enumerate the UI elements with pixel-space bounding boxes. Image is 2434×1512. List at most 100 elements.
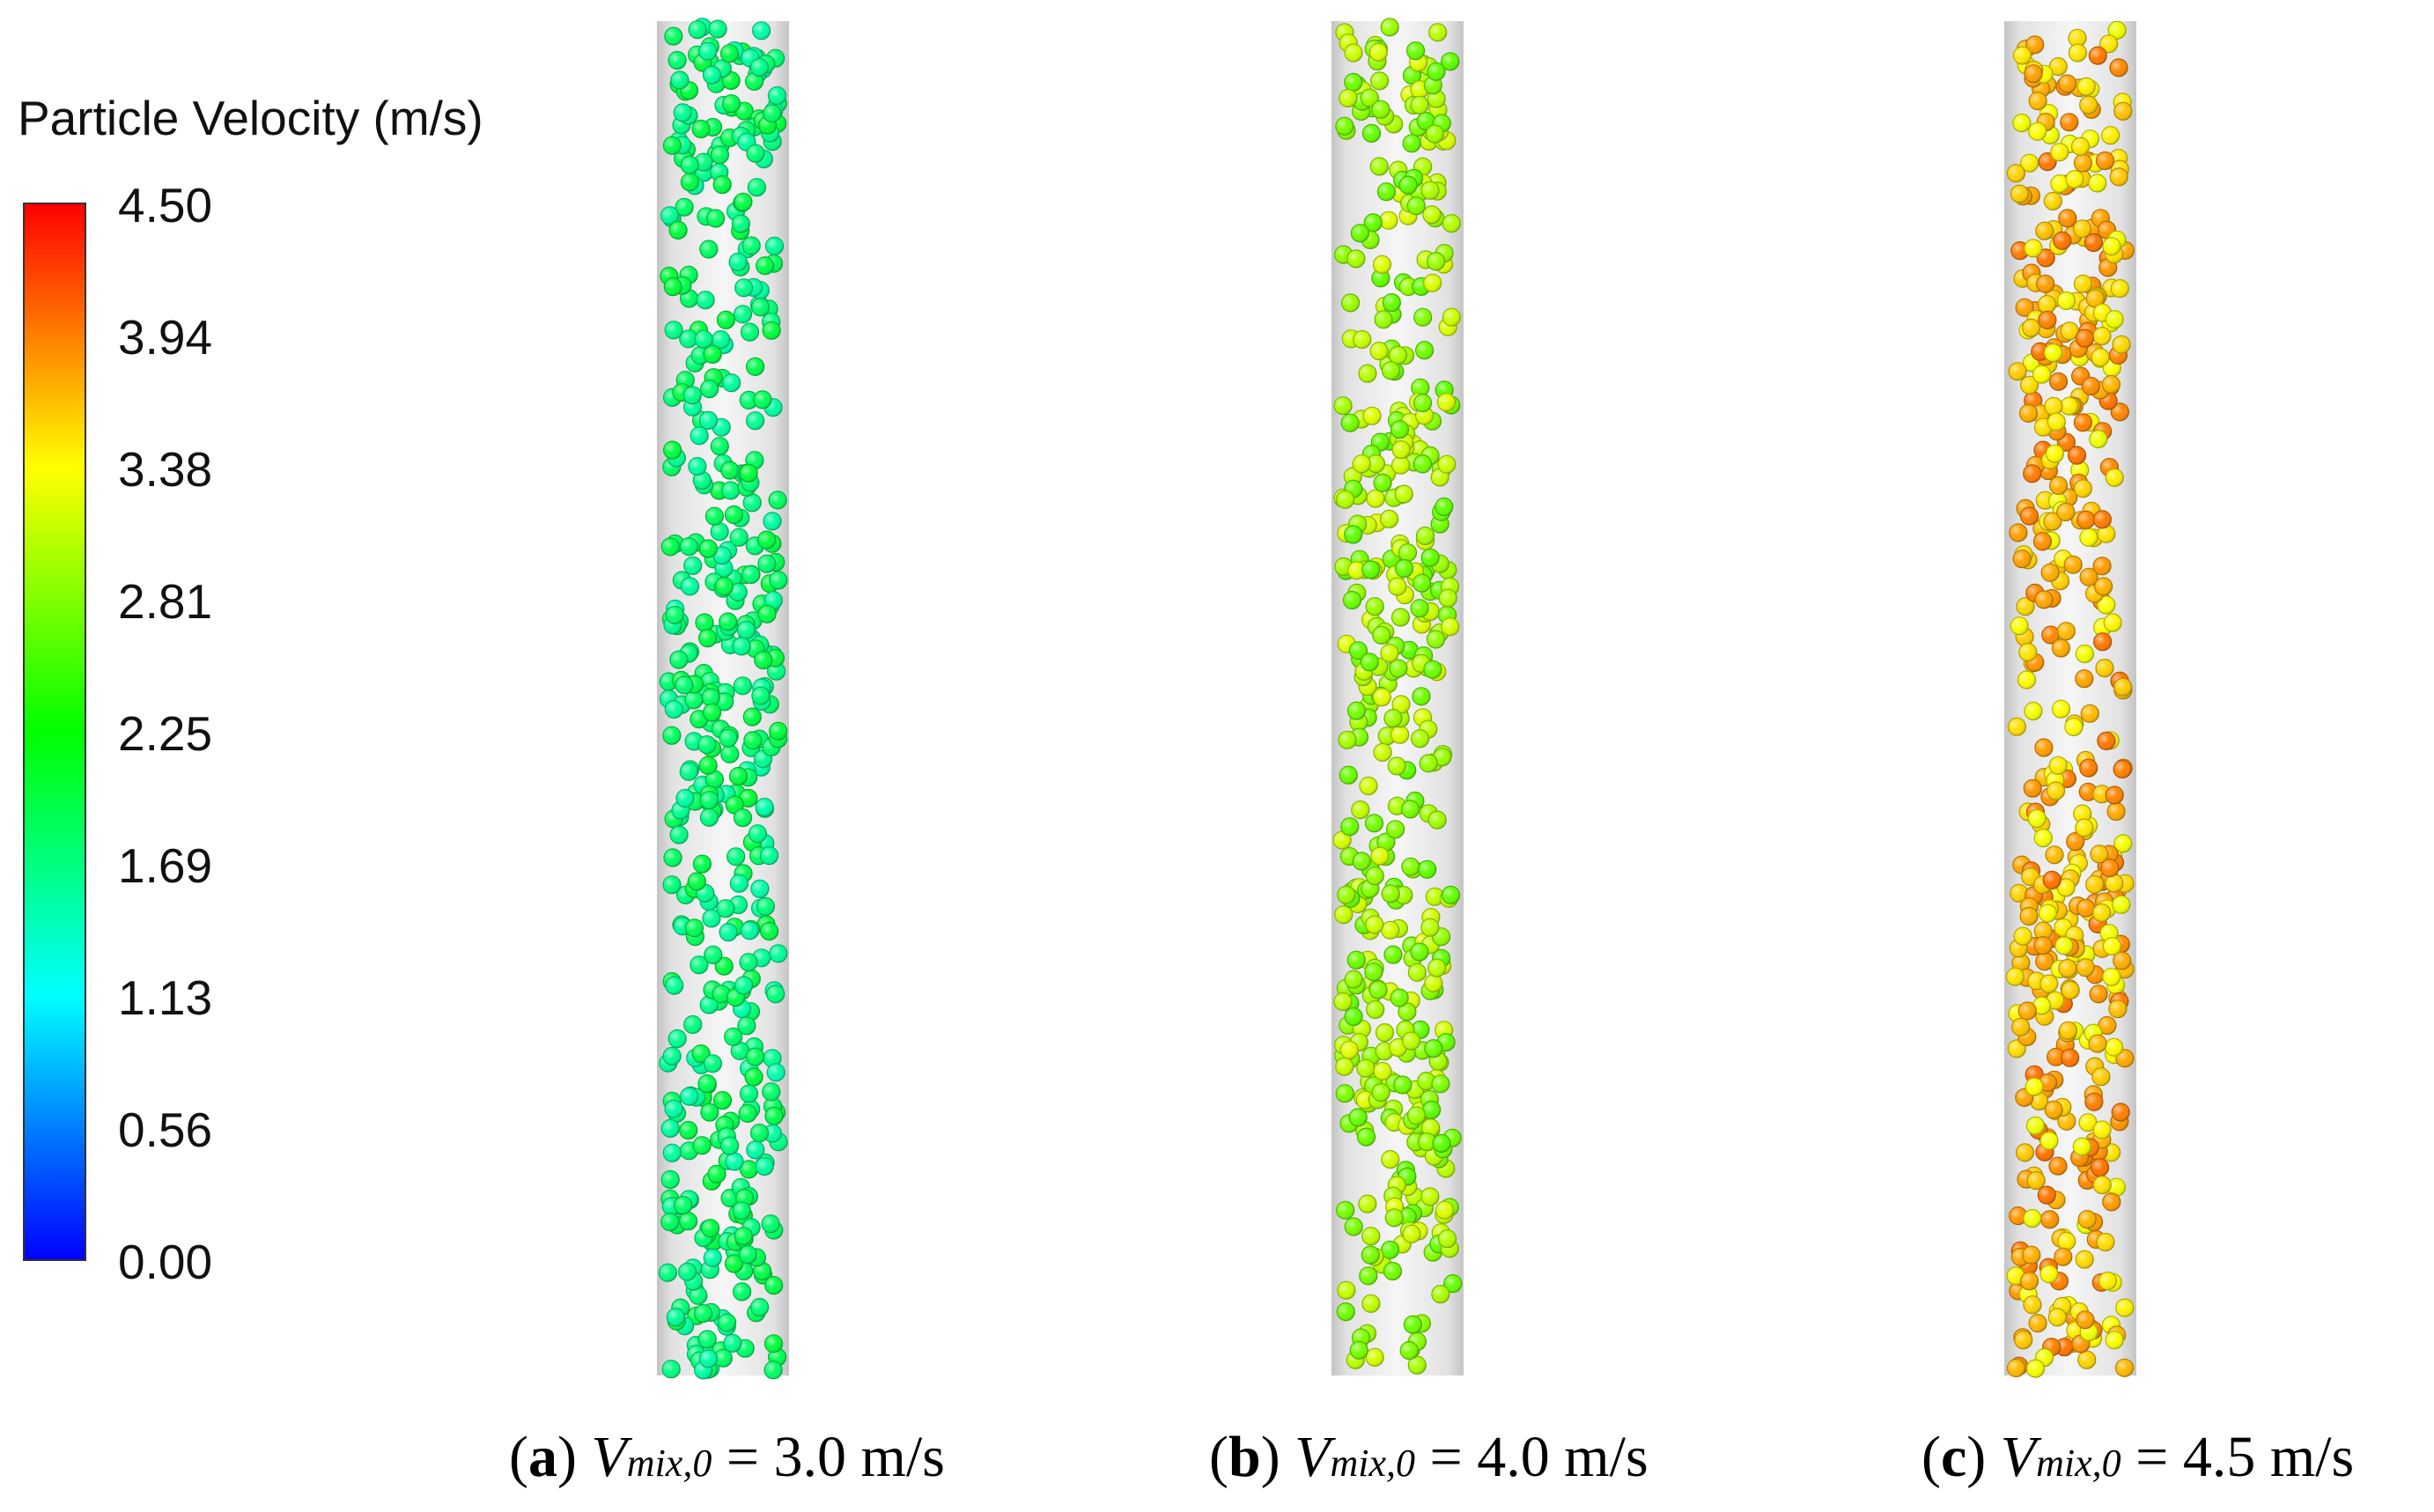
particle-highlight [2034,829,2053,847]
particle-highlight [1374,743,1392,762]
particle-highlight [720,44,739,63]
particle-highlight [698,42,717,61]
particle-highlight [1390,420,1409,439]
particle-highlight [2089,1035,2106,1053]
particle-highlight [2025,64,2043,83]
particle-highlight [2025,35,2044,54]
particle-highlight [1439,589,1457,608]
colorbar-tick-label: 0.56 [118,1103,213,1157]
particle-highlight [1412,687,1430,705]
particle-highlight [2011,1018,2030,1036]
particle-highlight [1424,1039,1442,1058]
particle-highlight [1441,52,1459,70]
particle-highlight [1423,205,1441,224]
particle-highlight [670,826,689,844]
particle-highlight [1335,1058,1353,1076]
particle-highlight [739,1245,757,1264]
velocity-colorbar [23,203,86,1261]
particle-highlight [1421,181,1440,200]
particle-highlight [2010,884,2028,903]
particle-highlight [1367,454,1385,473]
particle-highlight [2066,170,2084,188]
caption-c: (c) Vmix,0 = 4.5 m/s [1921,1425,2355,1489]
particle-highlight [734,305,752,323]
particle-highlight [1442,308,1461,327]
particle-highlight [1437,393,1456,411]
particle-highlight [2076,899,2095,918]
particle-highlight [2074,479,2092,498]
particle-highlight [1435,498,1453,516]
particle-highlight [737,1016,756,1035]
particle-highlight [669,651,688,669]
particle-highlight [2089,47,2107,65]
particle-highlight [1364,963,1383,981]
particle-highlight [2093,510,2112,528]
particle-highlight [667,1308,685,1326]
particle-highlight [1424,974,1442,992]
particle-highlight [2075,819,2093,837]
particle-highlight [1420,754,1438,772]
particle-highlight [1371,269,1390,287]
particle-highlight [745,1068,763,1086]
particle-highlight [1361,560,1380,579]
particle-highlight [1411,599,1429,617]
particle-highlight [679,329,697,348]
particle-highlight [1376,833,1395,852]
particle-highlight [1421,549,1440,567]
particle-highlight [1428,23,1447,41]
particle-highlight [1385,1208,1404,1227]
particle-highlight [659,1264,677,1282]
particle-highlight [1413,394,1432,412]
particle-highlight [704,1054,722,1073]
particle-highlight [730,528,749,547]
particle-highlight [2073,219,2091,238]
particle-highlight [769,944,787,963]
caption-letter: b [1228,1425,1261,1489]
particle-highlight [1393,1076,1412,1094]
particle-highlight [2025,1078,2044,1096]
particle-highlight [1366,1348,1384,1367]
particle-highlight [1381,644,1398,662]
particle-highlight [2110,167,2128,186]
particle-highlight [2074,154,2092,173]
particle-highlight [1343,591,1361,609]
particle-highlight [725,505,743,524]
pipe-panel-c [2004,20,2136,1378]
particle-highlight [2013,47,2032,64]
particle-highlight [1347,561,1366,579]
particle-highlight [1427,959,1446,977]
particle-highlight [732,215,750,233]
particle-highlight [1433,748,1451,766]
particle-highlight [2105,874,2123,892]
caption-value: = 4.5 m/s [2121,1425,2355,1489]
particle-highlight [2048,1308,2067,1326]
particle-highlight [760,846,778,865]
particle-highlight [685,918,704,937]
particle-highlight [740,464,758,483]
particle-highlight [2018,1002,2037,1020]
particle-highlight [689,20,707,39]
particle-highlight [730,874,749,893]
particle-highlight [751,298,770,316]
particle-highlight [2106,1331,2124,1349]
particle-highlight [1344,73,1362,92]
particle-highlight [1375,310,1393,328]
particle-highlight [1363,407,1382,425]
particle-highlight [2068,446,2086,465]
particle-highlight [1401,858,1420,876]
particle-highlight [739,789,757,808]
particle-highlight [1351,800,1369,819]
particle-highlight [1427,631,1445,648]
particle-highlight [708,1165,726,1184]
particle-highlight [2085,875,2104,894]
particle-highlight [1359,365,1376,383]
particle-highlight [1374,1062,1391,1081]
particle-highlight [704,946,722,964]
particle-highlight [1383,709,1402,727]
particle-highlight [2076,329,2094,348]
particle-highlight [2035,952,2054,970]
particle-highlight [2043,513,2062,531]
particle-highlight [1381,18,1399,36]
particle-highlight [2102,375,2121,394]
particle-highlight [1382,361,1400,380]
